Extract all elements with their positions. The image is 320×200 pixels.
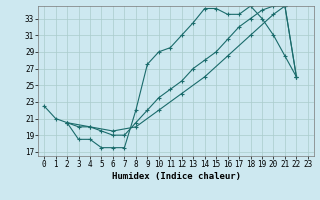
X-axis label: Humidex (Indice chaleur): Humidex (Indice chaleur) — [111, 172, 241, 181]
